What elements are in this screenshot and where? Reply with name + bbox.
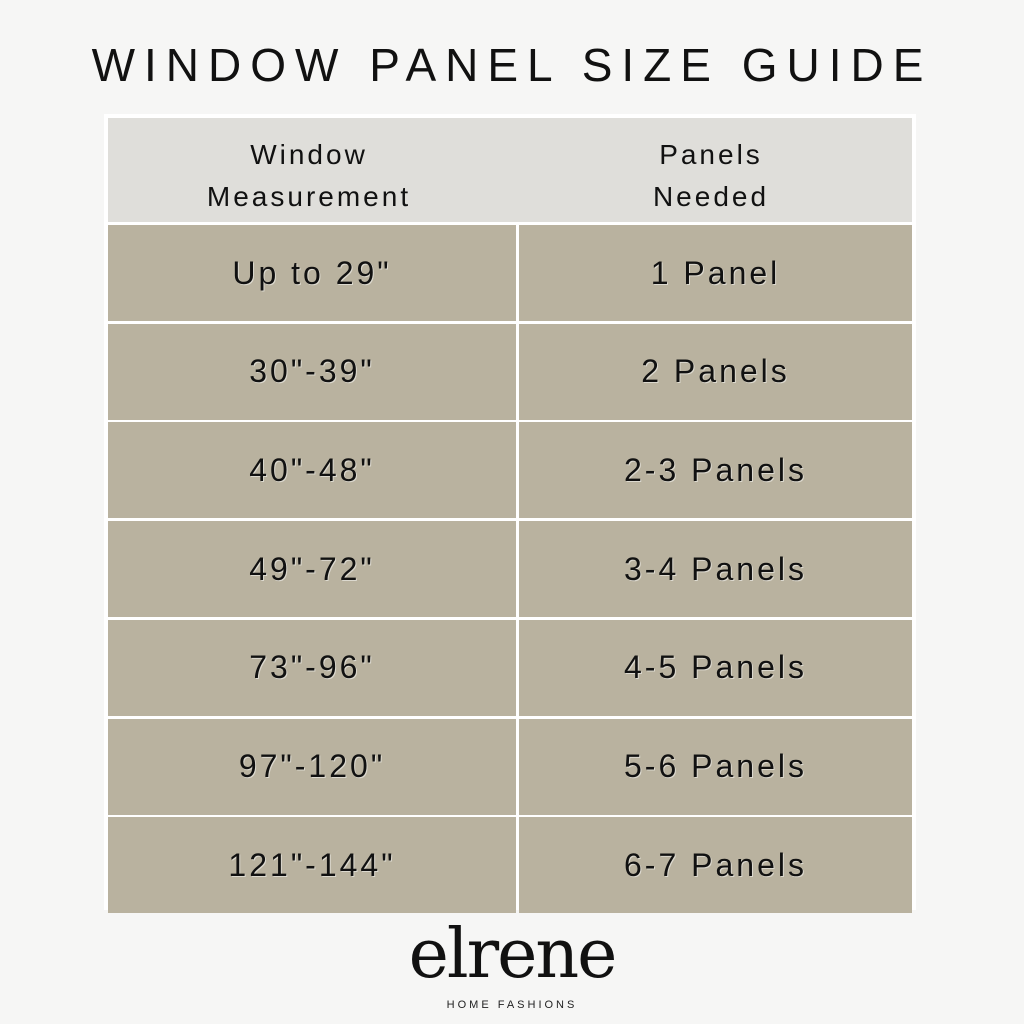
measurement-cell: 97"-120" [108,718,516,815]
size-guide-table: Window Measurement Panels Needed Up to 2… [104,114,916,914]
measurement-cell: 121"-144" [108,817,516,914]
panels-cell: 3-4 Panels [519,521,912,618]
measurement-cell: 73"-96" [108,619,516,716]
header-line: Measurement [206,181,412,212]
panels-cell: 1 Panel [519,225,912,321]
measurement-cell: 49"-72" [108,521,516,618]
table-row: 40"-48" 2-3 Panels [108,422,912,519]
page-title: WINDOW PANEL SIZE GUIDE [91,39,933,91]
brand-logo: elrene [408,915,618,994]
table-row: 73"-96" 4-5 Panels [108,619,912,716]
header-line: Panels [659,139,763,170]
header-line: Window [250,139,368,170]
brand-tagline: HOME FASHIONS [446,999,578,1011]
measurement-cell: 40"-48" [108,422,516,519]
table-row: 49"-72" 3-4 Panels [108,521,912,618]
panels-cell: 6-7 Panels [519,817,912,914]
table-row: Up to 29" 1 Panel [108,225,912,321]
header-window-measurement: Window Measurement [108,134,510,218]
panels-cell: 2-3 Panels [519,422,912,519]
table-row: 97"-120" 5-6 Panels [108,718,912,815]
header-line: Needed [652,181,770,212]
header-panels-needed: Panels Needed [510,134,912,218]
panels-cell: 5-6 Panels [519,718,912,815]
measurement-cell: 30"-39" [108,323,516,420]
panels-cell: 2 Panels [519,323,912,420]
table-row: 121"-144" 6-7 Panels [108,817,912,914]
panels-cell: 4-5 Panels [519,619,912,716]
measurement-cell: Up to 29" [108,225,516,321]
table-row: 30"-39" 2 Panels [108,323,912,420]
table-header: Window Measurement Panels Needed [108,118,912,222]
